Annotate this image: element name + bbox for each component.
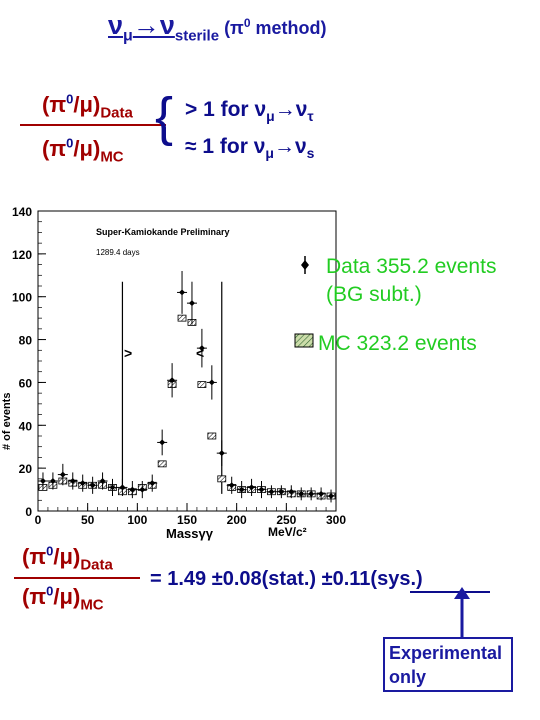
data-point <box>268 488 275 495</box>
chart-subtitle: 1289.4 days <box>96 248 140 257</box>
plot-frame <box>37 210 337 512</box>
mc-point <box>197 381 207 388</box>
mass-histogram: 0 20 40 60 80 100 120 140 0 50 100 150 200 250 300 Sup… <box>0 205 540 550</box>
top-ratio-denominator: (π0/μ)MC <box>42 136 124 166</box>
y-tick-label: 120 <box>12 248 32 262</box>
data-point <box>298 490 305 497</box>
top-ratio-numerator: (π0/μ)Data <box>42 92 133 122</box>
y-tick-label: 0 <box>25 505 32 519</box>
y-tick-label: 40 <box>19 419 33 433</box>
y-tick-label: 60 <box>19 376 33 390</box>
mc-point <box>157 460 167 468</box>
result-denominator: (π0/μ)MC <box>22 584 104 614</box>
pointer-arrow <box>454 587 470 639</box>
data-point <box>129 486 136 493</box>
data-point <box>169 377 176 384</box>
data-point <box>139 486 146 493</box>
data-point <box>278 488 285 495</box>
data-point <box>318 490 325 497</box>
data-point <box>69 478 76 484</box>
top-fraction-bar <box>20 124 166 126</box>
data-point <box>99 478 106 484</box>
mc-point <box>177 314 187 322</box>
result-equation: = 1.49 ±0.08(stat.) ±0.11(sys.) <box>150 568 423 590</box>
x-tick-label: 50 <box>81 513 95 527</box>
curly-brace: { <box>155 87 174 147</box>
data-point <box>119 484 126 491</box>
data-point <box>218 450 225 457</box>
x-axis-label: Massγγ <box>166 526 214 541</box>
legend-mc: MC 323.2 events <box>318 332 477 355</box>
data-point <box>39 478 46 484</box>
data-point <box>208 379 215 386</box>
y-tick-label: 140 <box>12 205 32 219</box>
data-point <box>109 484 116 491</box>
x-axis-unit: MeV/c² <box>268 525 307 539</box>
experimental-note-box: Experimental only <box>383 637 513 692</box>
data-point <box>288 488 295 495</box>
data-point <box>159 439 166 446</box>
cut-arrow-right: > <box>124 345 132 361</box>
x-tick-label: 300 <box>326 513 346 527</box>
mc-hatch-icon <box>294 333 314 348</box>
data-point <box>59 471 66 478</box>
x-tick-label: 250 <box>276 513 296 527</box>
y-tick-label: 20 <box>19 462 33 476</box>
data-marker-icon <box>301 256 309 274</box>
legend-data-line1: Data 355.2 events <box>326 255 497 278</box>
y-tick-label: 80 <box>19 334 33 348</box>
chart-title: Super-Kamiokande Preliminary <box>96 227 230 237</box>
title-main: νμ→νsterile <box>108 10 220 45</box>
x-tick-label: 0 <box>35 513 42 527</box>
slide-title: νμ→νsterile (π0 method) <box>108 10 327 45</box>
data-point <box>188 300 195 307</box>
data-point <box>149 480 156 487</box>
x-tick-label: 200 <box>227 513 247 527</box>
data-point <box>308 490 315 497</box>
data-point <box>79 480 86 487</box>
x-tick-label: 150 <box>177 513 197 527</box>
x-tick-label: 100 <box>127 513 147 527</box>
data-point <box>179 289 186 296</box>
data-point <box>328 493 335 499</box>
data-point <box>49 478 56 484</box>
result-numerator: (π0/μ)Data <box>22 544 113 574</box>
data-point <box>228 482 235 489</box>
cut-arrow-left: < <box>196 345 204 361</box>
data-point <box>89 482 96 489</box>
data-point <box>248 484 255 491</box>
mc-point <box>207 432 217 440</box>
data-point <box>258 486 265 493</box>
result-fraction-bar <box>14 577 140 579</box>
mc-point <box>217 475 227 483</box>
case-sterile: ≈ 1 for νμ→νs <box>185 135 315 162</box>
sys-underline <box>410 591 490 593</box>
y-axis-label: # of events <box>1 393 13 450</box>
y-tick-label: 100 <box>12 291 32 305</box>
data-point <box>198 345 205 352</box>
title-method: (π0 method) <box>219 16 327 38</box>
legend-data-line2: (BG subt.) <box>326 283 422 306</box>
case-tau: > 1 for νμ→ντ <box>185 98 314 125</box>
data-point <box>238 486 245 493</box>
